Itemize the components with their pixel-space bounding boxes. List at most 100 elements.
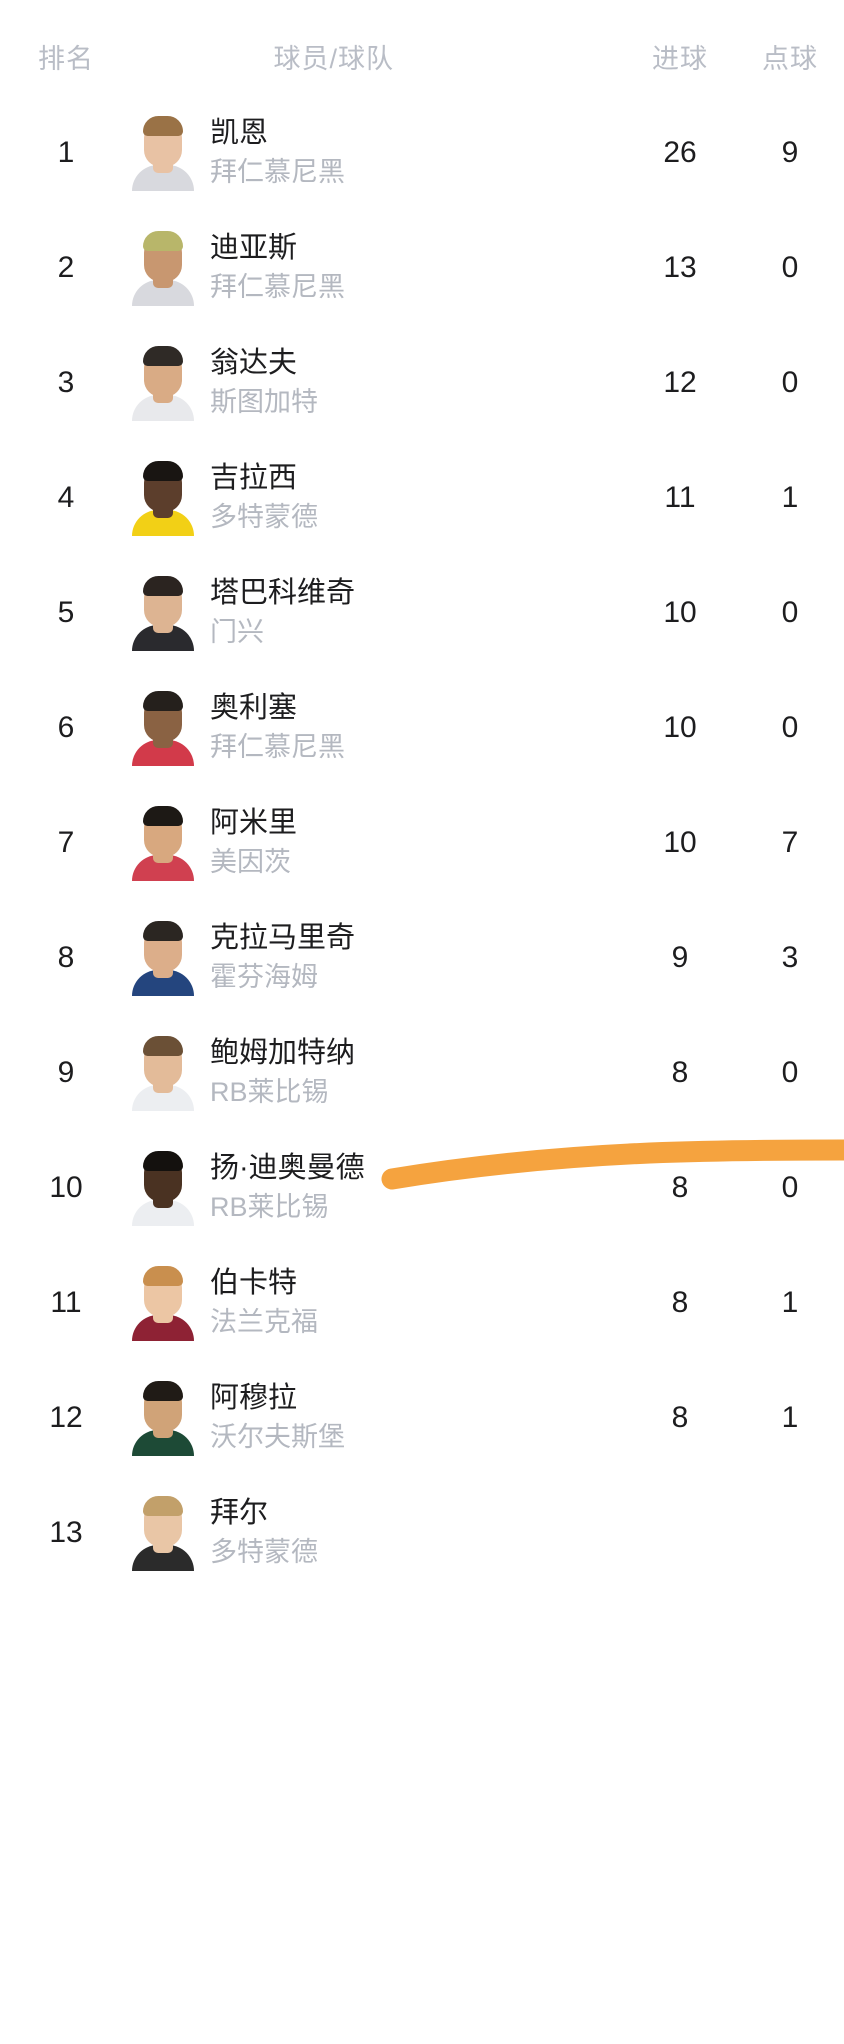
player-names: 吉拉西 多特蒙德 [210, 460, 318, 534]
player-names: 奥利塞 拜仁慕尼黑 [210, 690, 345, 764]
player-names: 克拉马里奇 霍芬海姆 [210, 920, 355, 994]
goals-cell: 11 [664, 480, 696, 514]
table-row[interactable]: 1 凯恩 拜仁慕尼黑 26 9 [0, 95, 844, 210]
column-header-rank: 排名 [38, 44, 94, 74]
team-name: 拜仁慕尼黑 [210, 271, 345, 302]
table-row[interactable]: 2 迪亚斯 拜仁慕尼黑 13 0 [0, 210, 844, 325]
rank-cell: 5 [57, 595, 75, 629]
goals-cell: 8 [671, 1400, 689, 1434]
player-names: 凯恩 拜仁慕尼黑 [210, 115, 345, 189]
table-row[interactable]: 7 阿米里 美因茨 10 7 [0, 785, 844, 900]
team-name: 沃尔夫斯堡 [210, 1421, 345, 1452]
player-avatar [132, 1035, 194, 1111]
team-name: 法兰克福 [210, 1306, 318, 1337]
player-cell[interactable]: 拜尔 多特蒙德 [132, 1495, 624, 1571]
penalties-cell: 0 [781, 365, 799, 399]
top-scorers-table: 排名 球员/球队 进球 点球 1 凯恩 拜仁慕尼黑 26 9 2 迪亚斯 拜仁慕尼黑 13 0 3 翁… [0, 0, 844, 1590]
player-name: 克拉马里奇 [210, 922, 356, 955]
player-cell[interactable]: 翁达夫 斯图加特 [132, 345, 624, 421]
rank-cell: 2 [57, 250, 75, 284]
player-cell[interactable]: 迪亚斯 拜仁慕尼黑 [132, 230, 624, 306]
player-names: 拜尔 多特蒙德 [210, 1495, 318, 1569]
player-name: 鲍姆加特纳 [210, 1037, 356, 1070]
penalties-cell: 0 [781, 250, 799, 284]
table-row[interactable]: 10 扬·迪奥曼德 RB莱比锡 8 0 [0, 1130, 844, 1245]
player-names: 伯卡特 法兰克福 [210, 1265, 318, 1339]
player-name: 凯恩 [210, 117, 269, 150]
player-name: 吉拉西 [210, 462, 298, 495]
rank-cell: 8 [57, 940, 75, 974]
player-cell[interactable]: 阿米里 美因茨 [132, 805, 624, 881]
player-cell[interactable]: 阿穆拉 沃尔夫斯堡 [132, 1380, 624, 1456]
player-avatar [132, 690, 194, 766]
table-row[interactable]: 5 塔巴科维奇 门兴 10 0 [0, 555, 844, 670]
goals-cell: 10 [663, 825, 697, 859]
goals-cell: 10 [663, 710, 697, 744]
column-header-goals: 进球 [652, 44, 708, 74]
table-row[interactable]: 8 克拉马里奇霍芬海姆 9 3 [0, 900, 844, 1015]
rank-cell: 1 [57, 135, 75, 169]
team-name: 多特蒙德 [210, 501, 318, 532]
penalties-cell: 9 [781, 135, 799, 169]
player-names: 塔巴科维奇 门兴 [210, 575, 355, 649]
table-row[interactable]: 4 吉拉西 多特蒙德 11 1 [0, 440, 844, 555]
table-row[interactable]: 9 鲍姆加特纳 RB莱比锡 8 0 [0, 1015, 844, 1130]
table-row[interactable]: 3 翁达夫 斯图加特 12 0 [0, 325, 844, 440]
player-avatar [132, 1150, 194, 1226]
column-header-player: 球员/球队 [273, 44, 394, 74]
rank-cell: 11 [50, 1285, 82, 1319]
goals-cell: 8 [671, 1170, 689, 1204]
player-avatar [132, 1495, 194, 1571]
player-names: 阿穆拉 沃尔夫斯堡 [210, 1380, 345, 1454]
player-cell[interactable]: 扬·迪奥曼德 RB莱比锡 [132, 1150, 624, 1226]
rank-cell: 9 [57, 1055, 75, 1089]
rank-cell: 7 [57, 825, 75, 859]
table-row[interactable]: 11 伯卡特 法兰克福 8 1 [0, 1245, 844, 1360]
player-names: 阿米里 美因茨 [210, 805, 297, 879]
player-name: 阿穆拉 [210, 1382, 298, 1415]
goals-cell: 12 [663, 365, 697, 399]
rank-cell: 4 [57, 480, 75, 514]
table-row[interactable]: 12 阿穆拉 沃尔夫斯堡 8 1 [0, 1360, 844, 1475]
player-avatar [132, 920, 194, 996]
team-name: RB莱比锡 [210, 1191, 329, 1222]
team-name: 多特蒙德 [210, 1536, 318, 1567]
player-name: 伯卡特 [210, 1267, 298, 1300]
player-names: 扬·迪奥曼德 RB莱比锡 [210, 1150, 365, 1224]
rank-cell: 13 [49, 1515, 83, 1549]
table-row[interactable]: 13 拜尔多特蒙德 [0, 1475, 844, 1590]
player-avatar [132, 460, 194, 536]
player-cell[interactable]: 吉拉西 多特蒙德 [132, 460, 624, 536]
player-avatar [132, 575, 194, 651]
column-header-penalties: 点球 [762, 44, 818, 74]
player-avatar [132, 805, 194, 881]
penalties-cell: 7 [781, 825, 799, 859]
player-name: 翁达夫 [210, 347, 298, 380]
goals-cell: 13 [663, 250, 697, 284]
rank-cell: 12 [49, 1400, 83, 1434]
table-row[interactable]: 6 奥利塞 拜仁慕尼黑 10 0 [0, 670, 844, 785]
table-header-row: 排名 球员/球队 进球 点球 [0, 0, 844, 95]
player-name: 奥利塞 [210, 692, 298, 725]
player-names: 翁达夫 斯图加特 [210, 345, 318, 419]
goals-cell: 9 [671, 940, 689, 974]
penalties-cell: 1 [781, 1285, 799, 1319]
rank-cell: 3 [57, 365, 75, 399]
player-name: 扬·迪奥曼德 [210, 1152, 365, 1185]
player-avatar [132, 115, 194, 191]
player-cell[interactable]: 奥利塞 拜仁慕尼黑 [132, 690, 624, 766]
player-cell[interactable]: 凯恩 拜仁慕尼黑 [132, 115, 624, 191]
player-names: 迪亚斯 拜仁慕尼黑 [210, 230, 345, 304]
team-name: 霍芬海姆 [210, 961, 318, 992]
player-name: 阿米里 [210, 807, 298, 840]
penalties-cell: 0 [781, 595, 799, 629]
penalties-cell: 3 [781, 940, 799, 974]
player-cell[interactable]: 伯卡特 法兰克福 [132, 1265, 624, 1341]
player-avatar [132, 345, 194, 421]
player-avatar [132, 1265, 194, 1341]
player-cell[interactable]: 塔巴科维奇 门兴 [132, 575, 624, 651]
player-cell[interactable]: 鲍姆加特纳 RB莱比锡 [132, 1035, 624, 1111]
player-cell[interactable]: 克拉马里奇 霍芬海姆 [132, 920, 624, 996]
player-name: 塔巴科维奇 [210, 577, 356, 610]
player-name: 拜尔 [210, 1497, 269, 1530]
